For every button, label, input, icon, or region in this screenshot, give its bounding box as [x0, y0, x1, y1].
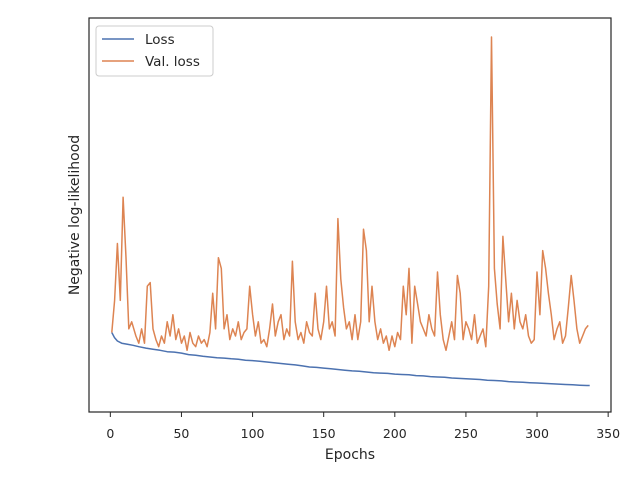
x-tick-label: 100 [241, 426, 265, 441]
legend-label-loss: Loss [145, 32, 175, 48]
x-tick-label: 50 [173, 426, 189, 441]
x-tick-label: 300 [525, 426, 549, 441]
series-line-loss [111, 332, 590, 387]
plot-frame [88, 17, 612, 413]
series-line-val-loss [111, 36, 589, 352]
x-tick-label: 150 [312, 426, 336, 441]
x-tick-label: 0 [106, 426, 114, 441]
legend: Loss Val. loss [95, 25, 214, 77]
x-axis-label: Epochs [325, 447, 375, 463]
x-axis-ticks: 0 50 100 150 200 250 300 350 [106, 412, 620, 441]
legend-label-val-loss: Val. loss [145, 54, 200, 70]
plot-area [111, 36, 590, 387]
x-tick-label: 350 [596, 426, 620, 441]
y-axis-label: Negative log-likelihood [67, 135, 83, 295]
x-tick-label: 200 [383, 426, 407, 441]
x-tick-label: 250 [454, 426, 478, 441]
